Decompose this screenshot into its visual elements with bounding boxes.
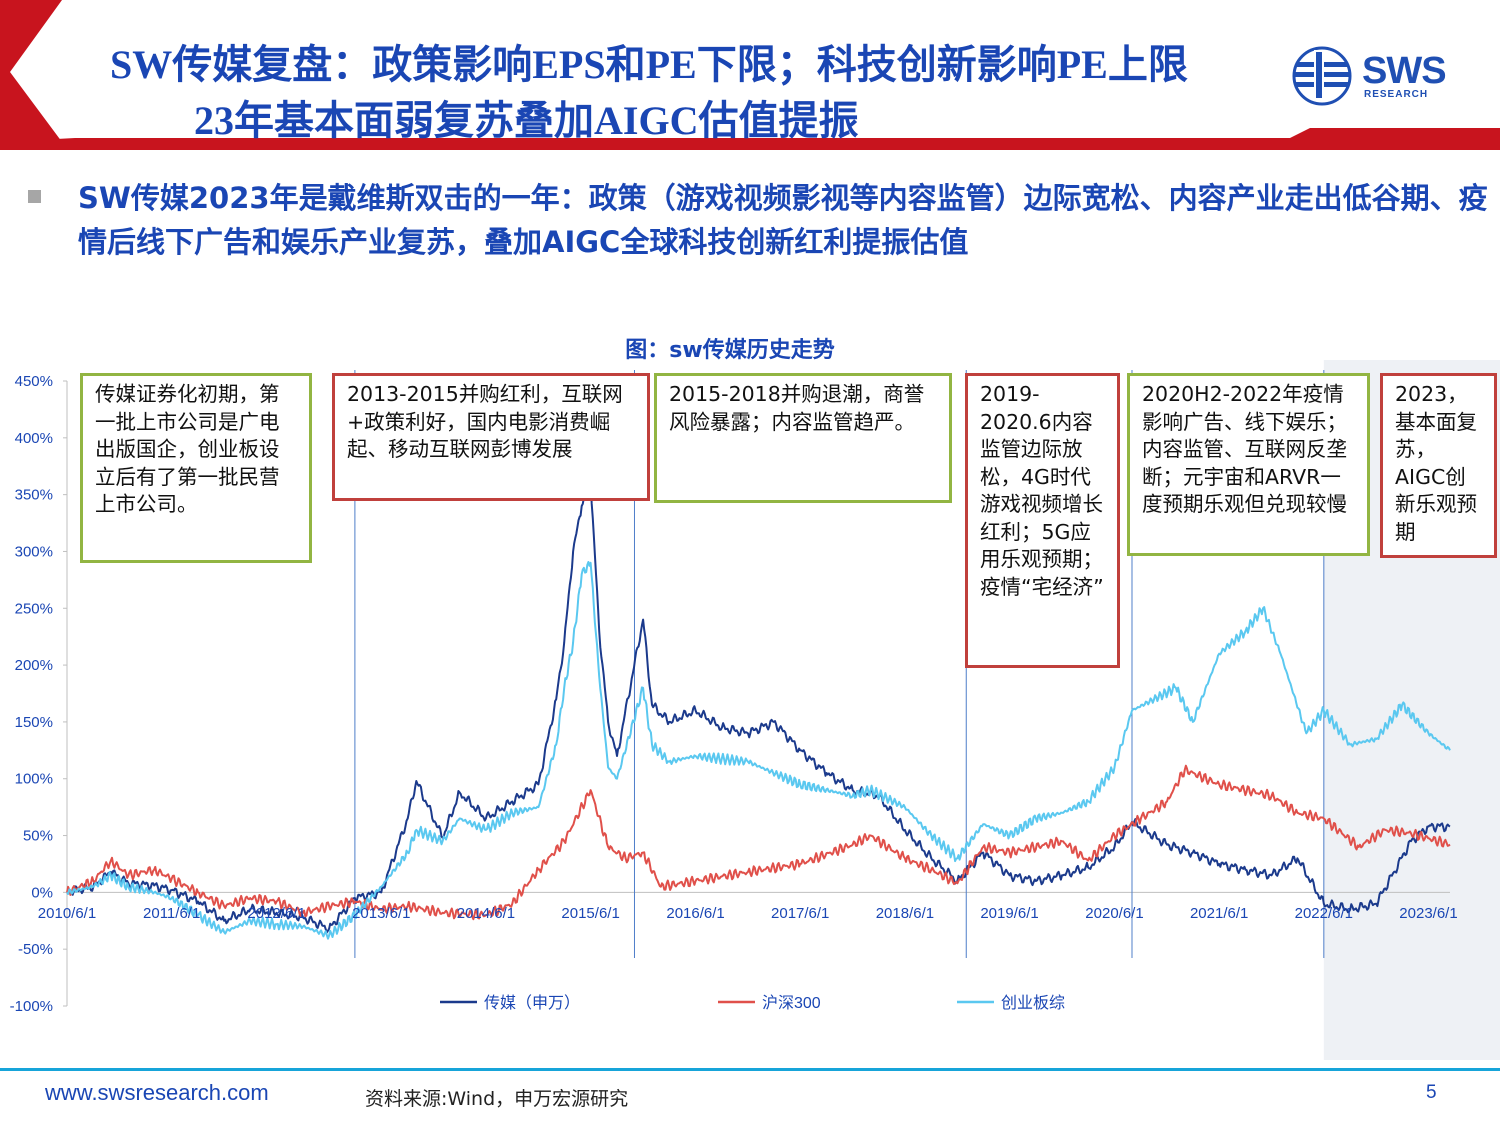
y-tick-label: 250% [15, 600, 53, 617]
header-red-band [0, 128, 1500, 150]
x-tick-label: 2020/6/1 [1085, 905, 1143, 922]
x-tick-label: 2017/6/1 [771, 905, 829, 922]
y-tick-label: 50% [23, 828, 53, 845]
legend-label-1: 沪深300 [762, 994, 821, 1012]
x-tick-label: 2013/6/1 [352, 905, 410, 922]
annotation-2015-2018: 2015-2018并购退潮，商誉风险暴露；内容监管趋严。 [654, 373, 952, 503]
x-tick-label: 2021/6/1 [1190, 905, 1248, 922]
annotation-2020-2022: 2020H2-2022年疫情影响广告、线下娱乐；内容监管、互联网反垄断；元宇宙和… [1127, 373, 1370, 556]
legend-label-0: 传媒（申万） [484, 994, 580, 1012]
annotation-2010-2013: 传媒证券化初期，第一批上市公司是广电出版国企，创业板设立后有了第一批民营上市公司… [80, 373, 312, 563]
legend-label-2: 创业板综 [1001, 994, 1065, 1012]
x-tick-label: 2011/6/1 [143, 905, 200, 922]
page-title-line2: 23年基本面弱复苏叠加AIGC估值提振 [194, 98, 859, 143]
y-tick-label: 200% [15, 657, 53, 674]
series-line-0 [66, 480, 1451, 934]
chart-title: 图：sw传媒历史走势 [625, 338, 835, 363]
header-left-arrow [0, 0, 62, 142]
series-line-1 [66, 764, 1451, 921]
footer-url[interactable]: www.swsresearch.com [45, 1080, 269, 1105]
x-tick-label: 2022/6/1 [1295, 905, 1353, 922]
y-tick-label: -50% [18, 941, 53, 958]
x-tick-label: 2016/6/1 [666, 905, 724, 922]
x-tick-label: 2018/6/1 [876, 905, 934, 922]
x-tick-label: 2012/6/1 [247, 905, 305, 922]
annotation-2013-2015: 2013-2015并购红利，互联网+政策利好，国内电影消费崛起、移动互联网彭博发… [332, 373, 650, 501]
x-tick-label: 2015/6/1 [561, 905, 619, 922]
x-tick-label: 2023/6/1 [1399, 905, 1457, 922]
x-tick-label: 2010/6/1 [38, 905, 96, 922]
logo-text: SWS [1362, 50, 1447, 92]
y-tick-label: 350% [15, 487, 53, 504]
footer-source: 资料来源:Wind，申万宏源研究 [365, 1088, 629, 1110]
series-line-2 [66, 561, 1451, 940]
footer-divider [0, 1068, 1500, 1071]
annotation-2023: 2023，基本面复苏，AIGC创新乐观预期 [1380, 373, 1497, 558]
y-tick-label: 400% [15, 430, 53, 447]
y-tick-label: 450% [15, 373, 53, 390]
x-tick-label: 2014/6/1 [457, 905, 515, 922]
y-tick-label: 100% [15, 771, 53, 788]
y-tick-label: 150% [15, 714, 53, 731]
y-tick-label: 0% [31, 884, 53, 901]
page-title-line1: SW传媒复盘：政策影响EPS和PE下限；科技创新影响PE上限 [110, 42, 1188, 87]
page-number: 5 [1426, 1082, 1437, 1103]
sws-logo-icon [1292, 46, 1352, 106]
logo-subtext: RESEARCH [1364, 89, 1429, 100]
annotation-2019-2020: 2019-2020.6内容监管边际放松，4G时代游戏视频增长红利；5G应用乐观预… [965, 373, 1120, 668]
y-tick-label: -100% [10, 998, 53, 1015]
x-tick-label: 2019/6/1 [980, 905, 1038, 922]
bullet-marker [28, 190, 41, 203]
lead-paragraph: SW传媒2023年是戴维斯双击的一年：政策（游戏视频影视等内容监管）边际宽松、内… [78, 181, 1488, 259]
y-tick-label: 300% [15, 543, 53, 560]
header-banner [0, 0, 1500, 150]
